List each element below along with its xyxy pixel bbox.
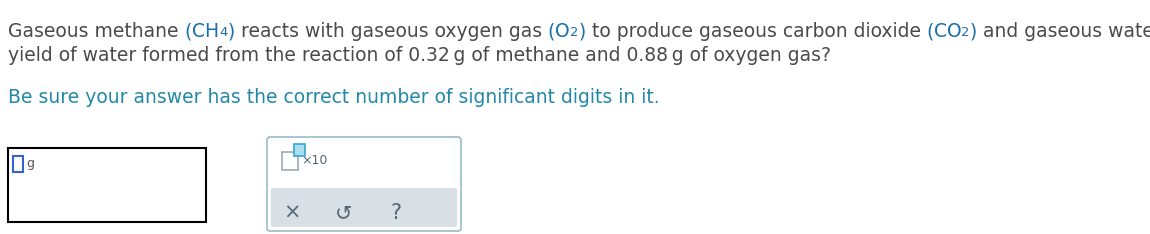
Text: CH: CH (192, 22, 218, 41)
Bar (13, 156, 23, 172)
Text: Be sure your answer has the correct number of significant digits in it.: Be sure your answer has the correct numb… (8, 88, 660, 107)
Text: ): ) (578, 22, 585, 41)
Text: (: ( (927, 22, 934, 41)
Text: and gaseous water: and gaseous water (978, 22, 1150, 41)
Text: ): ) (969, 22, 977, 41)
Text: ×10: ×10 (301, 154, 328, 167)
Text: 2: 2 (569, 26, 578, 39)
Text: Gaseous methane: Gaseous methane (8, 22, 184, 41)
Bar (282, 152, 298, 170)
Text: ?: ? (391, 203, 401, 223)
FancyBboxPatch shape (267, 137, 461, 231)
Text: CO: CO (934, 22, 961, 41)
Bar (8, 148, 206, 222)
Text: ×: × (283, 203, 301, 223)
Text: (: ( (547, 22, 555, 41)
Text: 2: 2 (961, 26, 969, 39)
Text: O: O (555, 22, 569, 41)
Text: g: g (26, 157, 34, 170)
Text: to produce gaseous carbon dioxide: to produce gaseous carbon dioxide (585, 22, 927, 41)
Text: 4: 4 (218, 26, 228, 39)
Text: ): ) (228, 22, 235, 41)
Text: (: ( (184, 22, 192, 41)
FancyBboxPatch shape (271, 188, 457, 227)
Bar (294, 144, 305, 156)
Text: ↺: ↺ (336, 203, 353, 223)
Text: yield of water formed from the reaction of 0.32 g of methane and 0.88 g of oxyge: yield of water formed from the reaction … (8, 46, 831, 65)
Text: reacts with gaseous oxygen gas: reacts with gaseous oxygen gas (235, 22, 547, 41)
